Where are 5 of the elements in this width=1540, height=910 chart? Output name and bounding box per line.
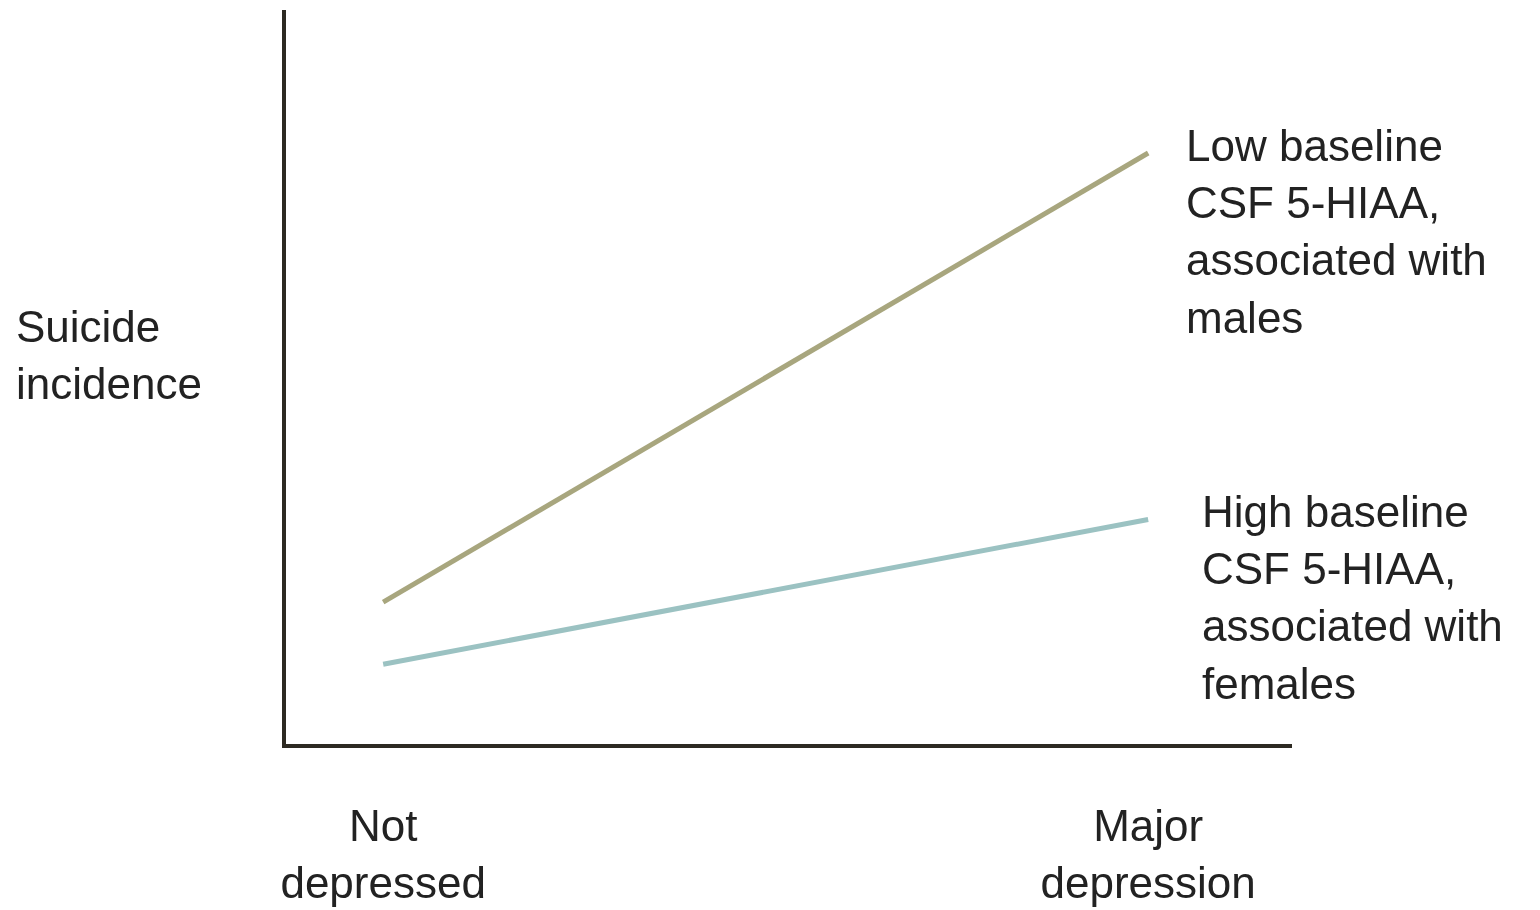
x-tick-label: Not depressed [280,800,486,907]
series-label: High baseline CSF 5-HIAA, associated with females [1202,487,1503,708]
y-axis-title: Suicide incidence [16,302,202,409]
series-label: Low baseline CSF 5-HIAA, associated with males [1186,121,1487,342]
x-tick-label: Major depression [1040,800,1256,907]
